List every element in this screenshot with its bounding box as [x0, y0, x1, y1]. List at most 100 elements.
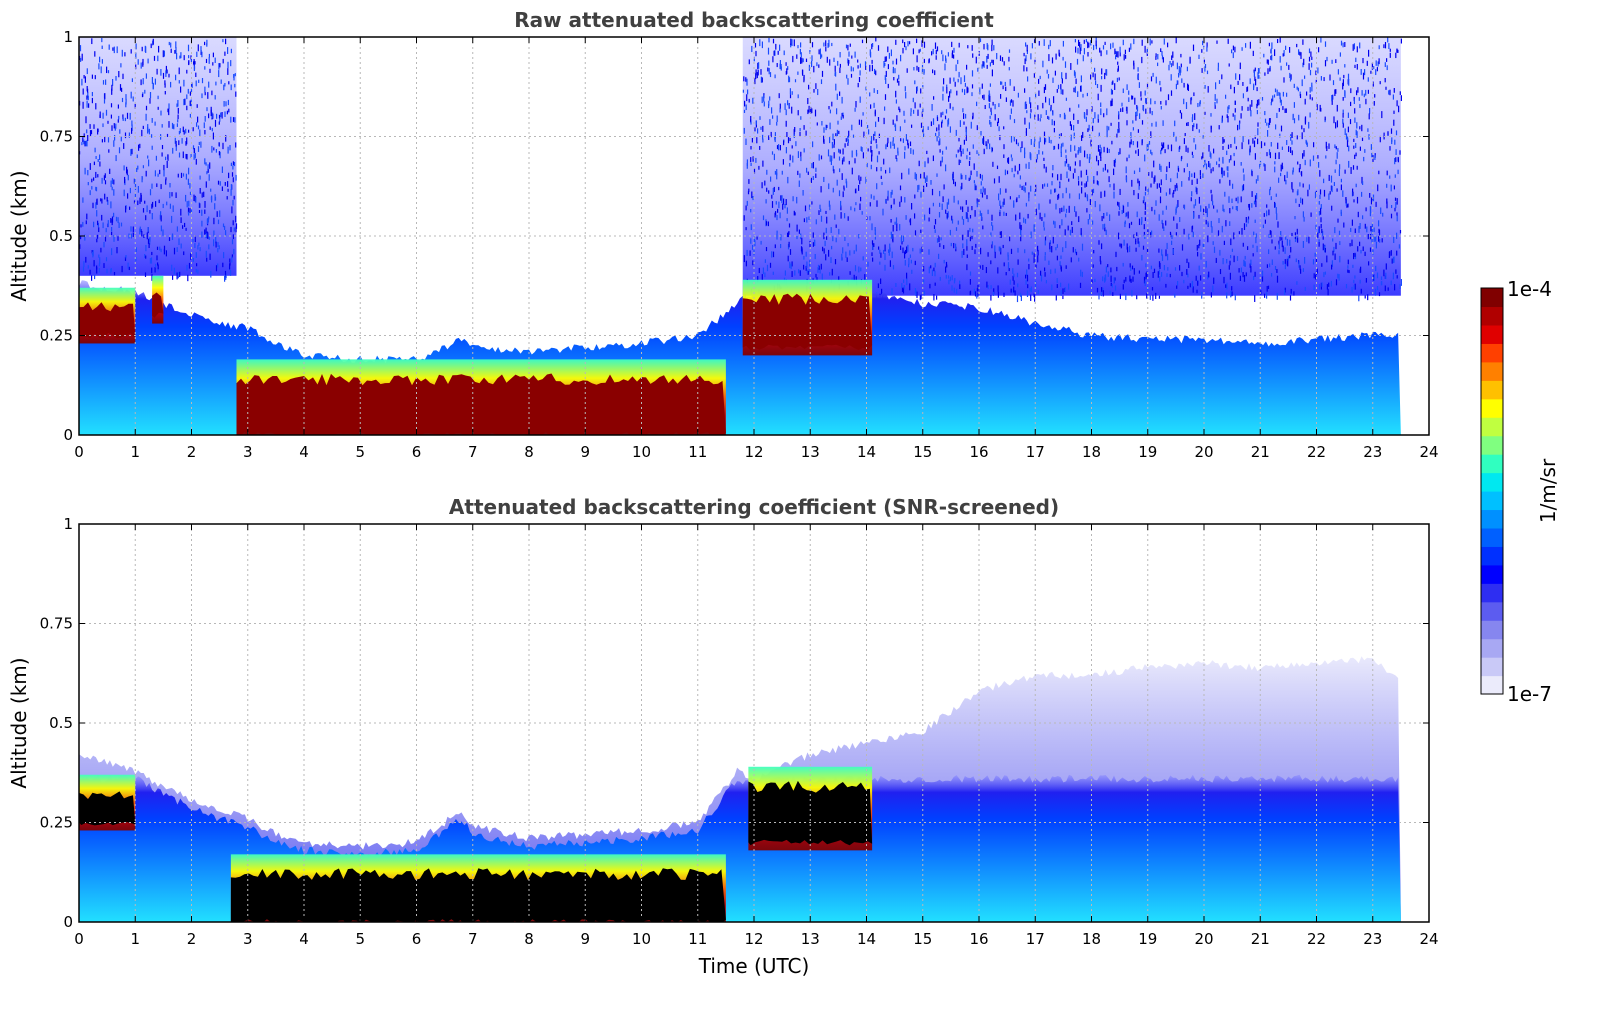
- noise-speckles: [742, 37, 1402, 303]
- x-tick-label: 18: [1082, 930, 1101, 948]
- x-axis-label: Time (UTC): [698, 954, 810, 978]
- y-tick-label: 0.5: [49, 227, 73, 245]
- x-tick-label: 24: [1419, 443, 1438, 461]
- heatmap-layer: [79, 37, 1402, 435]
- colorbar-swatch: [1481, 472, 1503, 492]
- saturated-region: [236, 373, 726, 435]
- x-tick-label: 1: [130, 930, 140, 948]
- colorbar-swatch: [1481, 527, 1503, 547]
- y-tick-label: 0: [63, 426, 73, 444]
- y-tick-label: 0.25: [40, 327, 73, 345]
- colorbar-swatch: [1481, 546, 1503, 566]
- colorbar-swatch: [1481, 638, 1503, 658]
- x-tick-label: 2: [187, 443, 197, 461]
- colorbar-swatch: [1481, 306, 1503, 326]
- colorbar-swatch: [1481, 620, 1503, 640]
- x-tick-label: 3: [243, 443, 253, 461]
- y-tick-label: 1: [63, 515, 73, 533]
- masked-region: [748, 780, 873, 846]
- y-tick-label: 0.25: [40, 814, 73, 832]
- x-tick-label: 14: [857, 930, 876, 948]
- raw-backscatter-panel: Raw attenuated backscattering coefficien…: [7, 8, 1439, 461]
- noise-region: [79, 37, 237, 276]
- x-tick-label: 22: [1307, 930, 1326, 948]
- y-axis: 0 0.25 0.5 0.75 1: [40, 515, 1429, 931]
- colorbar-swatch: [1481, 491, 1503, 511]
- x-tick-label: 2: [187, 930, 197, 948]
- colorbar-swatch: [1481, 583, 1503, 603]
- colorbar-min-label: 1e-7: [1507, 682, 1552, 706]
- colorbar-swatch: [1481, 454, 1503, 474]
- x-tick-label: 21: [1251, 443, 1270, 461]
- y-axis-label: Altitude (km): [7, 657, 31, 788]
- panel-title: Raw attenuated backscattering coefficien…: [514, 8, 994, 32]
- x-tick-label: 22: [1307, 443, 1326, 461]
- y-tick-label: 0: [63, 913, 73, 931]
- x-tick-label: 6: [412, 443, 422, 461]
- y-axis: 0 0.25 0.5 0.75 1: [40, 28, 1429, 444]
- colorbar-swatch: [1481, 435, 1503, 455]
- x-tick-label: 24: [1419, 930, 1438, 948]
- colorbar: 1e-4 1e-7 1/m/sr: [1480, 277, 1560, 706]
- x-tick-label: 20: [1194, 930, 1213, 948]
- x-tick-label: 11: [688, 930, 707, 948]
- x-tick-label: 23: [1363, 443, 1382, 461]
- x-tick-label: 7: [468, 930, 478, 948]
- masked-region: [79, 791, 136, 826]
- x-tick-label: 19: [1138, 443, 1157, 461]
- y-tick-label: 0.75: [40, 615, 73, 633]
- x-tick-label: 16: [969, 443, 988, 461]
- saturated-region: [152, 292, 164, 318]
- x-tick-label: 10: [632, 930, 651, 948]
- x-axis: 0 1 2 3 4 5 6 7 8 9 10 11 12 13 14 15 16 17 18 19 20 21 22 23 24: [74, 524, 1439, 948]
- colorbar-swatch: [1481, 509, 1503, 529]
- x-tick-label: 13: [801, 930, 820, 948]
- x-tick-label: 21: [1251, 930, 1270, 948]
- x-tick-label: 13: [801, 443, 820, 461]
- colorbar-unit-label: 1/m/sr: [1536, 458, 1560, 523]
- saturated-region: [79, 302, 136, 339]
- y-tick-label: 0.5: [49, 714, 73, 732]
- x-tick-label: 9: [580, 930, 590, 948]
- x-tick-label: 9: [580, 443, 590, 461]
- x-tick-label: 5: [355, 930, 365, 948]
- colorbar-swatch: [1481, 398, 1503, 418]
- x-axis: 0 1 2 3 4 5 6 7 8 9 10 11 12 13 14 15 16 17 18 19 20 21 22 23 24: [74, 37, 1439, 461]
- x-tick-label: 17: [1026, 930, 1045, 948]
- y-tick-label: 1: [63, 28, 73, 46]
- x-tick-label: 14: [857, 443, 876, 461]
- colorbar-swatch: [1481, 288, 1503, 308]
- x-tick-label: 16: [969, 930, 988, 948]
- x-tick-label: 15: [913, 930, 932, 948]
- x-tick-label: 20: [1194, 443, 1213, 461]
- y-tick-label: 0.75: [40, 128, 73, 146]
- x-tick-label: 7: [468, 443, 478, 461]
- x-tick-label: 17: [1026, 443, 1045, 461]
- x-tick-label: 23: [1363, 930, 1382, 948]
- x-tick-label: 8: [524, 443, 534, 461]
- x-tick-label: 5: [355, 443, 365, 461]
- saturated-region: [742, 293, 873, 351]
- x-tick-label: 18: [1082, 443, 1101, 461]
- x-tick-label: 4: [299, 930, 309, 948]
- colorbar-swatch: [1481, 343, 1503, 363]
- colorbar-swatch: [1481, 417, 1503, 437]
- x-tick-label: 15: [913, 443, 932, 461]
- colorbar-swatch: [1481, 380, 1503, 400]
- colorbar-swatch: [1481, 564, 1503, 584]
- x-tick-label: 0: [74, 443, 84, 461]
- noise-speckles: [79, 38, 238, 282]
- colorbar-swatch: [1481, 657, 1503, 677]
- colorbar-swatch: [1481, 361, 1503, 381]
- colorbar-scale: [1481, 288, 1503, 695]
- x-tick-label: 11: [688, 443, 707, 461]
- x-tick-label: 8: [524, 930, 534, 948]
- x-tick-label: 10: [632, 443, 651, 461]
- x-tick-label: 19: [1138, 930, 1157, 948]
- x-tick-label: 12: [744, 443, 763, 461]
- masked-region: [230, 868, 726, 922]
- snr-screened-panel: Attenuated backscattering coefficient (S…: [7, 495, 1439, 978]
- colorbar-swatch: [1481, 601, 1503, 621]
- x-tick-label: 1: [130, 443, 140, 461]
